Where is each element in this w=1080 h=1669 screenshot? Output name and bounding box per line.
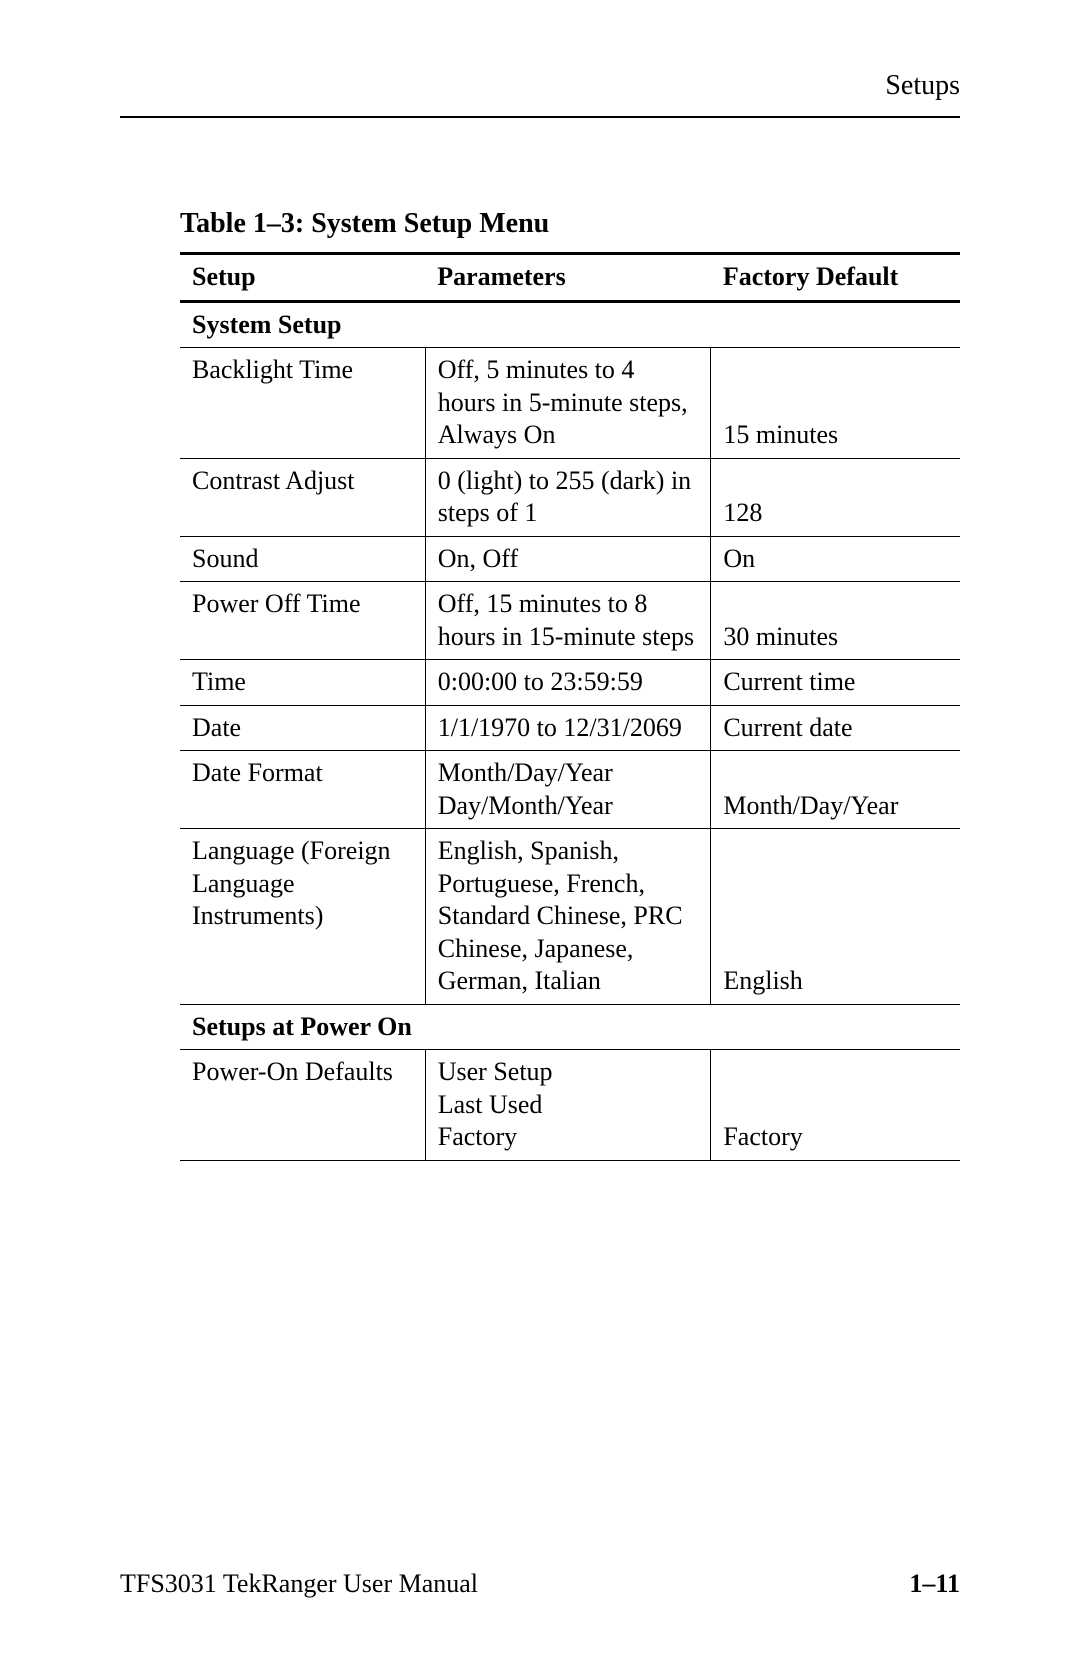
cell-setup: Power Off Time — [180, 582, 425, 660]
cell-default: Current date — [711, 705, 960, 751]
cell-default: Factory — [711, 1050, 960, 1161]
page: Setups Table 1–3: System Setup Menu Setu… — [0, 0, 1080, 1669]
cell-params: English, Spanish, Portuguese, French, St… — [425, 829, 711, 1005]
section-label: System Setup — [180, 301, 960, 348]
cell-default: 30 minutes — [711, 582, 960, 660]
footer-manual-title: TFS3031 TekRanger User Manual — [120, 1569, 478, 1599]
section-row-system-setup: System Setup — [180, 301, 960, 348]
table-row: Time 0:00:00 to 23:59:59 Current time — [180, 660, 960, 706]
cell-setup: Sound — [180, 536, 425, 582]
cell-setup: Date — [180, 705, 425, 751]
table-row: Language (Foreign Language Instruments) … — [180, 829, 960, 1005]
cell-params: 1/1/1970 to 12/31/2069 — [425, 705, 711, 751]
table-row: Power Off Time Off, 15 minutes to 8 hour… — [180, 582, 960, 660]
table-row: Sound On, Off On — [180, 536, 960, 582]
cell-default: Current time — [711, 660, 960, 706]
cell-setup: Time — [180, 660, 425, 706]
header-rule — [120, 116, 960, 118]
col-header-parameters: Parameters — [425, 254, 711, 302]
cell-params: User Setup Last Used Factory — [425, 1050, 711, 1161]
page-footer: TFS3031 TekRanger User Manual 1–11 — [120, 1569, 960, 1599]
cell-params: Off, 15 minutes to 8 hours in 15-minute … — [425, 582, 711, 660]
cell-params: Off, 5 minutes to 4 hours in 5-minute st… — [425, 348, 711, 459]
section-label: Setups at Power On — [180, 1004, 960, 1050]
system-setup-table: Setup Parameters Factory Default System … — [180, 252, 960, 1161]
cell-setup: Power-On Defaults — [180, 1050, 425, 1161]
col-header-setup: Setup — [180, 254, 425, 302]
cell-setup: Contrast Adjust — [180, 458, 425, 536]
cell-default: Month/Day/Year — [711, 751, 960, 829]
table-caption: Table 1–3: System Setup Menu — [180, 208, 960, 240]
table-row: Backlight Time Off, 5 minutes to 4 hours… — [180, 348, 960, 459]
footer-page-number: 1–11 — [909, 1569, 960, 1599]
cell-default: 128 — [711, 458, 960, 536]
table-row: Power-On Defaults User Setup Last Used F… — [180, 1050, 960, 1161]
table-header-row: Setup Parameters Factory Default — [180, 254, 960, 302]
cell-params: On, Off — [425, 536, 711, 582]
cell-setup: Date Format — [180, 751, 425, 829]
table-row: Contrast Adjust 0 (light) to 255 (dark) … — [180, 458, 960, 536]
cell-default: 15 minutes — [711, 348, 960, 459]
cell-setup: Backlight Time — [180, 348, 425, 459]
col-header-default: Factory Default — [711, 254, 960, 302]
cell-setup: Language (Foreign Language Instruments) — [180, 829, 425, 1005]
cell-params: 0:00:00 to 23:59:59 — [425, 660, 711, 706]
header-section-label: Setups — [885, 70, 960, 102]
page-header: Setups — [120, 70, 960, 110]
cell-default: On — [711, 536, 960, 582]
cell-default: English — [711, 829, 960, 1005]
cell-params: Month/Day/Year Day/Month/Year — [425, 751, 711, 829]
cell-params: 0 (light) to 255 (dark) in steps of 1 — [425, 458, 711, 536]
section-row-power-on: Setups at Power On — [180, 1004, 960, 1050]
table-row: Date 1/1/1970 to 12/31/2069 Current date — [180, 705, 960, 751]
table-row: Date Format Month/Day/Year Day/Month/Yea… — [180, 751, 960, 829]
